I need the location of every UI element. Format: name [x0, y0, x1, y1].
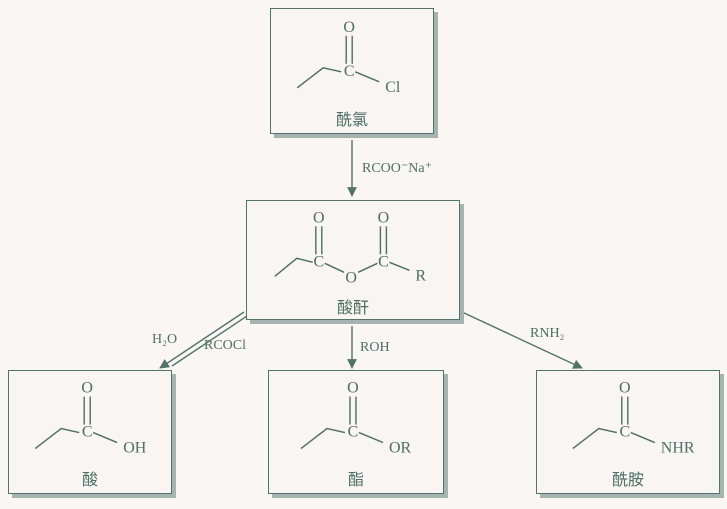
svg-text:O: O — [378, 209, 390, 226]
structure-ester: C O OR — [280, 376, 432, 464]
edge-label-e2b: RCOCl — [204, 338, 246, 354]
node-acyl_chloride: C O Cl 酰氯 — [270, 8, 434, 134]
svg-text:OR: OR — [389, 440, 412, 457]
node-amide: C O NHR 酰胺 — [536, 370, 720, 494]
svg-text:Cl: Cl — [385, 79, 401, 96]
edge-label-e3: ROH — [360, 340, 390, 356]
node-label: 酸酐 — [337, 294, 369, 318]
reaction-diagram: COCl酰氯CCOOOR酸酐COOH酸COOR酯CONHR酰胺RCOO⁻Na⁺H… — [0, 0, 727, 509]
svg-text:O: O — [347, 380, 359, 397]
svg-text:C: C — [378, 253, 389, 270]
svg-text:C: C — [619, 424, 630, 441]
node-label: 酸 — [82, 466, 98, 490]
svg-text:R: R — [415, 267, 426, 284]
svg-text:O: O — [81, 380, 93, 397]
edge-label-e1: RCOO⁻Na⁺ — [362, 160, 432, 177]
node-ester: C O OR 酯 — [268, 370, 444, 494]
svg-text:O: O — [345, 269, 357, 286]
structure-anhydride: C C O O O R — [258, 204, 448, 292]
node-acid: C O OH 酸 — [8, 370, 172, 494]
node-label: 酰氯 — [336, 106, 368, 130]
svg-text:OH: OH — [123, 440, 147, 457]
svg-text:C: C — [82, 424, 93, 441]
structure-acid: C O OH — [20, 376, 160, 464]
svg-text:NHR: NHR — [661, 440, 695, 457]
node-label: 酰胺 — [612, 466, 644, 490]
svg-text:C: C — [313, 253, 324, 270]
svg-text:O: O — [619, 380, 631, 397]
svg-text:C: C — [348, 424, 359, 441]
svg-text:O: O — [313, 209, 325, 226]
structure-acyl_chloride: C O Cl — [282, 14, 422, 104]
node-label: 酯 — [348, 466, 364, 490]
node-anhydride: C C O O O R 酸酐 — [246, 200, 460, 320]
edge-label-e2a: H₂O — [152, 332, 177, 348]
edge-label-e4: RNH₂ — [530, 326, 564, 342]
structure-amide: C O NHR — [548, 376, 708, 464]
svg-text:O: O — [343, 19, 355, 36]
svg-text:C: C — [344, 63, 355, 80]
